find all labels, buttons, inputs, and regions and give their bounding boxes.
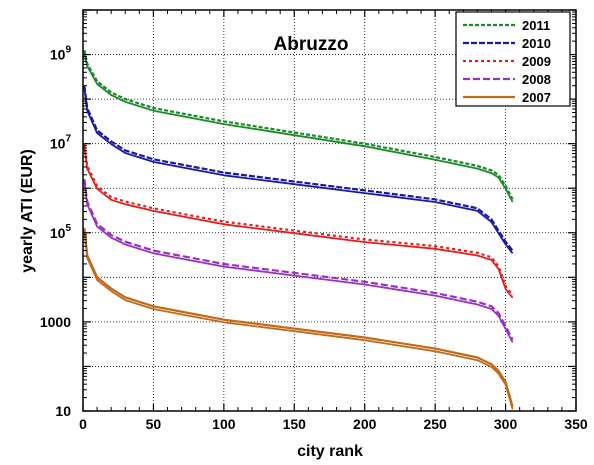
legend-label-2011: 2011 (522, 18, 550, 33)
x-axis-label: city rank (297, 443, 363, 460)
x-tick-label: 350 (564, 416, 588, 432)
y-tick-label: 105 (50, 223, 72, 241)
legend-label-2009: 2009 (522, 54, 551, 69)
legend-box (455, 11, 571, 107)
y-tick-label: 10 (55, 403, 71, 419)
series-line-2009-companion (83, 146, 514, 299)
y-tick-label: 1000 (40, 314, 71, 330)
x-tick-label: 50 (146, 416, 162, 432)
y-axis-label: yearly ATI (EUR) (19, 149, 36, 273)
series-line-2007 (83, 228, 514, 407)
x-tick-label: 200 (353, 416, 377, 432)
series-line-2011 (83, 49, 514, 200)
series-line-2008-companion (83, 181, 514, 343)
series-line-2011-companion (83, 52, 514, 203)
y-tick-label: 107 (50, 134, 72, 152)
series-line-2010-companion (83, 88, 514, 254)
y-tick-label: 109 (50, 45, 72, 63)
series-line-2007-companion (83, 230, 514, 410)
axis-ticks (82, 9, 577, 412)
tick-labels: 0 50 100 150 200 250 300 350 10 1000 105 107 109 (40, 45, 588, 432)
series-line-2008 (83, 179, 514, 341)
x-tick-label: 300 (494, 416, 518, 432)
legend-label-2008: 2008 (522, 72, 551, 87)
plot-frame (82, 9, 577, 412)
x-tick-label: 100 (212, 416, 236, 432)
chart-title: Abruzzo (274, 34, 349, 55)
x-tick-label: 250 (423, 416, 447, 432)
series-line-2010 (83, 85, 514, 252)
series-lines (83, 49, 514, 410)
legend-label-2010: 2010 (522, 36, 551, 51)
legend: 2011 2010 2009 2008 2007 (455, 11, 571, 107)
x-tick-label: 150 (283, 416, 307, 432)
x-tick-label: 0 (79, 416, 87, 432)
legend-label-2007: 2007 (522, 90, 551, 105)
